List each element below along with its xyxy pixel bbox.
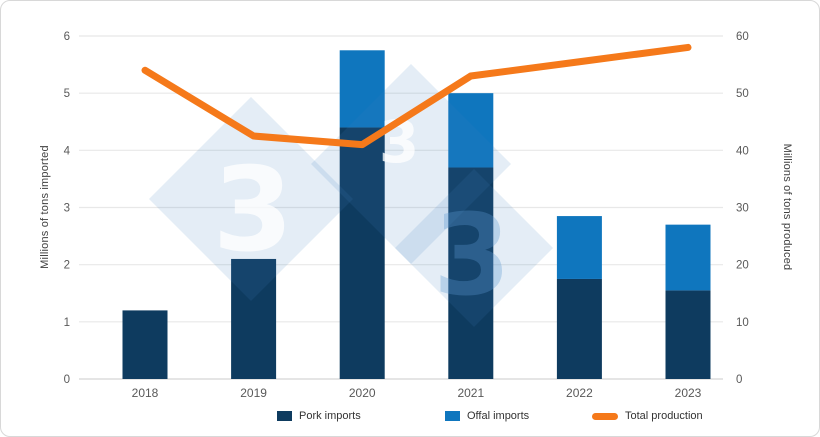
bar-pork-imports-2018	[122, 310, 168, 379]
watermark-diamond-icon	[395, 169, 553, 327]
bar-pork-imports-2023	[665, 290, 711, 379]
right-axis-tick-label: 30	[736, 203, 749, 215]
x-axis-label-2022: 2022	[566, 386, 593, 400]
x-axis-label-2021: 2021	[457, 386, 484, 400]
right-axis-tick-label: 10	[736, 317, 749, 329]
bar-offal-imports-2022	[556, 216, 602, 279]
left-axis-tick-label: 1	[64, 317, 70, 329]
watermark-3-glyph: 3	[433, 191, 511, 321]
watermark-diamond-icon	[149, 97, 353, 301]
left-axis-tick-label: 6	[64, 31, 70, 43]
left-axis-tick-label: 4	[64, 145, 71, 157]
left-axis-tick-label: 5	[64, 88, 70, 100]
bar-pork-imports-2019	[231, 258, 277, 379]
right-axis-tick-label: 50	[736, 88, 749, 100]
bar-offal-imports-2021	[448, 93, 494, 168]
pig333-watermark: 333	[149, 64, 553, 327]
left-axis-tick-label: 2	[64, 260, 70, 272]
bar-pork-imports-2020	[339, 127, 385, 379]
right-axis-tick-label: 0	[736, 374, 742, 386]
right-axis-tick-label: 60	[736, 31, 749, 43]
x-axis-label-2019: 2019	[240, 386, 267, 400]
watermark-diamond-icon	[311, 64, 511, 264]
x-axis-label-2020: 2020	[349, 386, 376, 400]
bar-pork-imports-2022	[556, 278, 602, 379]
total-production-line	[141, 43, 692, 149]
bar-pork-imports-2021	[448, 167, 494, 379]
left-axis-title: Millions of tons imported	[39, 145, 51, 269]
right-axis-tick-label: 20	[736, 260, 749, 272]
right-axis-title: Millions of tons produced	[781, 143, 793, 271]
x-axis-label-2023: 2023	[675, 386, 702, 400]
watermark-3-glyph: 3	[213, 143, 294, 278]
bar-offal-imports-2020	[339, 50, 385, 128]
x-axis-label-2018: 2018	[132, 386, 159, 400]
bar-offal-imports-2023	[665, 224, 711, 291]
left-axis-tick-label: 0	[64, 374, 70, 386]
right-axis-tick-label: 40	[736, 145, 749, 157]
left-axis-tick-label: 3	[64, 203, 70, 215]
